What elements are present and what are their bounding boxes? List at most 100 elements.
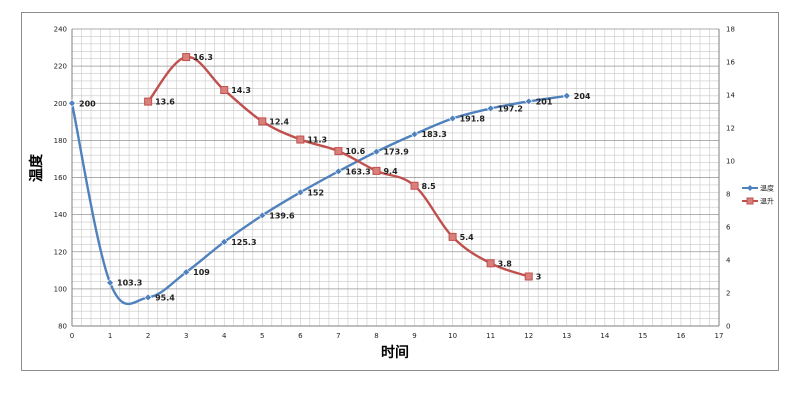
x-tick-label: 10 xyxy=(448,332,457,340)
data-label: 173.9 xyxy=(383,148,409,157)
data-label: 103.3 xyxy=(117,279,142,288)
data-label: 8.5 xyxy=(422,182,437,191)
data-point xyxy=(410,130,419,139)
data-label: 13.6 xyxy=(155,98,175,107)
data-label: 191.8 xyxy=(460,114,486,123)
y-tick-label: 180 xyxy=(54,137,67,145)
data-label: 3 xyxy=(536,273,542,282)
y-tick-label: 160 xyxy=(54,174,67,182)
y2-tick-label: 10 xyxy=(726,158,735,166)
data-point xyxy=(144,97,153,106)
data-labels: 200 103.3 95.4 109 125.3 139.6 152 163.3 173.9 18… xyxy=(79,53,591,302)
data-point xyxy=(334,147,343,156)
data-point xyxy=(258,117,267,126)
x-tick-label: 2 xyxy=(146,332,150,340)
x-tick-label: 14 xyxy=(600,332,609,340)
x-tick-label: 13 xyxy=(562,332,571,340)
grid xyxy=(71,28,720,327)
legend-label: 温升 xyxy=(760,197,774,206)
data-point xyxy=(524,97,533,106)
series-line xyxy=(70,94,567,306)
data-label: 9.4 xyxy=(383,167,398,176)
x-tick-label: 5 xyxy=(260,332,264,340)
y2-tick-label: 16 xyxy=(726,59,735,67)
data-label: 14.3 xyxy=(231,86,251,95)
x-tick-label: 1 xyxy=(108,332,112,340)
data-point xyxy=(296,188,305,197)
y-tick-label: 240 xyxy=(54,26,67,34)
x-axis-title: 时间 xyxy=(381,344,409,361)
data-label: 3.8 xyxy=(498,259,513,268)
y-axis-title: 温度 xyxy=(28,153,45,182)
data-point xyxy=(106,278,114,287)
legend-label: 温度 xyxy=(760,184,774,193)
y2-tick-label: 14 xyxy=(726,92,735,100)
data-point xyxy=(144,293,153,302)
y2-tick-label: 4 xyxy=(726,257,731,265)
data-point xyxy=(68,99,76,108)
data-label: 204 xyxy=(574,92,591,101)
data-label: 139.6 xyxy=(269,211,295,220)
x-tick-label: 15 xyxy=(638,332,647,340)
data-label: 152 xyxy=(307,188,324,197)
data-label: 125.3 xyxy=(231,238,256,247)
x-tick-label: 17 xyxy=(715,332,724,340)
data-point xyxy=(410,181,419,190)
data-point xyxy=(524,272,533,281)
y2-tick-label: 2 xyxy=(726,290,730,298)
data-point xyxy=(334,167,343,176)
axes xyxy=(71,29,720,327)
data-label: 10.6 xyxy=(345,147,365,156)
data-label: 16.3 xyxy=(193,53,213,62)
data-point xyxy=(182,268,191,277)
data-label: 201 xyxy=(536,97,553,106)
y2-tick-label: 8 xyxy=(726,191,730,199)
data-point xyxy=(562,91,571,100)
data-label: 109 xyxy=(193,268,210,277)
data-label: 200 xyxy=(79,99,96,108)
y2-tick-label: 6 xyxy=(726,224,731,232)
series-layer xyxy=(68,53,571,306)
x-tick-label: 7 xyxy=(336,332,340,340)
data-point xyxy=(372,166,381,175)
y2-tick-label: 0 xyxy=(726,323,730,331)
data-label: 95.4 xyxy=(155,293,175,302)
y-tick-label: 100 xyxy=(54,285,67,293)
data-label: 197.2 xyxy=(498,104,523,113)
y-tick-label: 80 xyxy=(58,323,67,331)
data-point xyxy=(486,104,495,113)
data-point xyxy=(220,86,229,95)
data-point xyxy=(296,135,305,144)
y2-tick-label: 18 xyxy=(726,26,735,34)
data-label: 12.4 xyxy=(269,117,289,126)
y2-tick-label: 12 xyxy=(726,125,735,133)
data-point xyxy=(220,237,229,246)
y-tick-label: 140 xyxy=(54,211,67,219)
data-point xyxy=(182,53,191,62)
y-tick-label: 220 xyxy=(54,63,67,71)
data-point xyxy=(486,259,495,268)
x-tick-label: 11 xyxy=(486,332,495,340)
x-tick-label: 0 xyxy=(70,332,74,340)
data-label: 11.3 xyxy=(307,136,327,145)
data-point xyxy=(372,147,381,156)
legend-marker xyxy=(747,185,753,191)
legend-marker xyxy=(746,197,754,205)
data-point xyxy=(448,114,457,123)
x-tick-label: 4 xyxy=(222,332,227,340)
x-tick-label: 3 xyxy=(184,332,188,340)
tick-labels: 0 1 2 3 4 5 6 7 8 9 10 11 12 13 14 15 16 1780100120140160… xyxy=(54,26,736,341)
x-tick-label: 9 xyxy=(412,332,416,340)
data-label: 163.3 xyxy=(345,167,370,176)
data-label: 5.4 xyxy=(460,233,475,242)
y-tick-label: 200 xyxy=(54,100,67,108)
x-tick-label: 12 xyxy=(524,332,533,340)
data-point xyxy=(258,211,267,220)
data-point xyxy=(448,232,457,241)
x-tick-label: 16 xyxy=(676,332,685,340)
y-tick-label: 120 xyxy=(54,248,67,256)
data-label: 183.3 xyxy=(422,130,447,139)
x-tick-label: 6 xyxy=(298,332,303,340)
